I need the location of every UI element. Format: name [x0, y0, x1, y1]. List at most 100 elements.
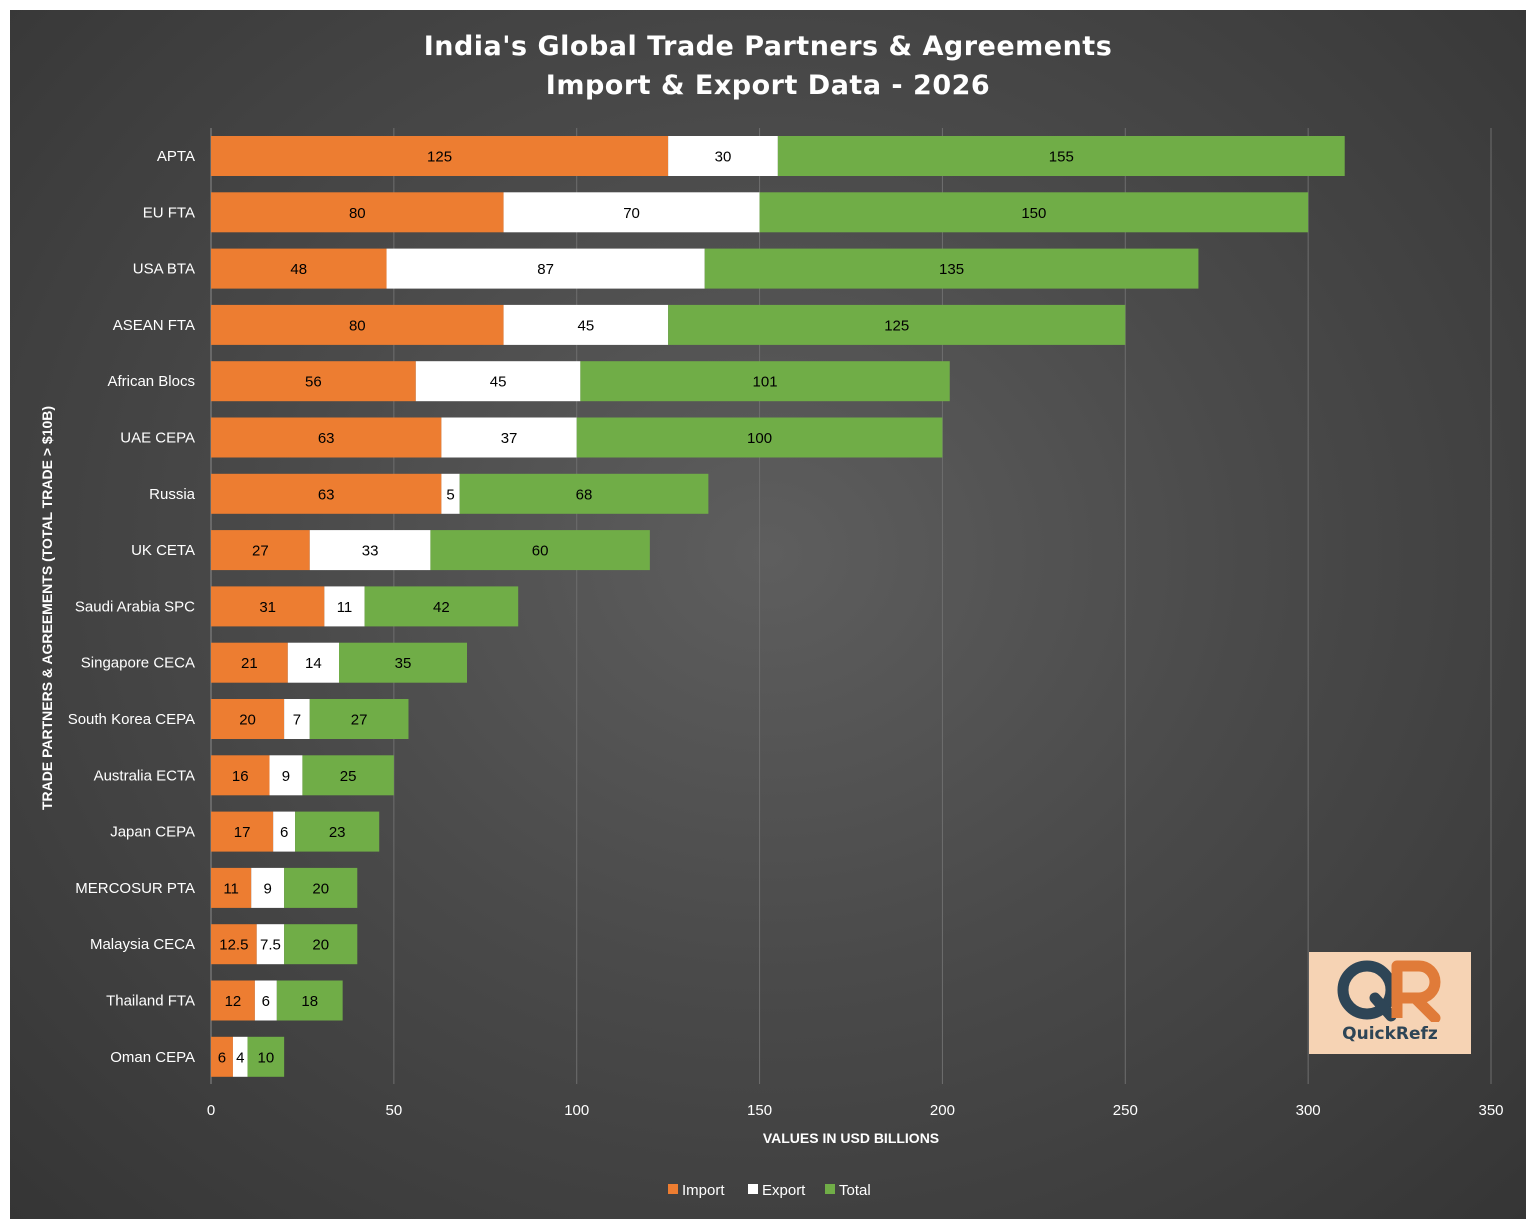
data-label-export: 9 [282, 768, 290, 785]
data-label-export: 37 [501, 430, 518, 447]
data-label-total: 100 [747, 430, 772, 447]
x-axis-title: VALUES IN USD BILLIONS [763, 1130, 939, 1146]
bar-total [302, 755, 394, 796]
data-label-total: 150 [1021, 205, 1046, 222]
category-label: UAE CEPA [120, 430, 195, 447]
x-tick-label: 50 [386, 1102, 403, 1119]
x-tick-label: 150 [747, 1102, 772, 1119]
category-labels: APTA EU FTA USA BTA ASEAN FTA African Blocs U… [68, 148, 196, 1066]
data-label-import: 11 [223, 880, 239, 897]
bar-import [211, 417, 442, 458]
x-tick-label: 250 [1113, 1102, 1138, 1119]
data-label-import: 21 [241, 655, 258, 672]
data-label-import: 125 [427, 149, 452, 166]
category-label: APTA [157, 148, 195, 165]
bar-export [386, 248, 705, 289]
legend-swatch-total [825, 1184, 835, 1194]
bar-import [211, 811, 274, 852]
data-label-total: 20 [312, 880, 329, 897]
bar-import [211, 586, 325, 627]
legend-label-export: Export [762, 1182, 806, 1199]
category-label: Oman CEPA [110, 1049, 195, 1066]
data-label-import: 31 [259, 599, 276, 616]
data-label-total: 135 [939, 261, 964, 278]
data-label-total: 101 [753, 374, 778, 391]
data-label-export: 11 [337, 599, 353, 616]
category-label: Australia ECTA [94, 767, 195, 784]
data-label-export: 6 [280, 824, 288, 841]
data-label-export: 30 [715, 149, 732, 166]
category-label: ASEAN FTA [113, 317, 195, 334]
bar-import [211, 192, 504, 233]
bar-import [211, 530, 310, 571]
bar-total [580, 361, 950, 402]
data-label-import: 12 [225, 993, 242, 1010]
bar-total [295, 811, 380, 852]
data-label-import: 80 [349, 205, 366, 222]
bar-export [284, 699, 310, 739]
bar-total [759, 192, 1309, 233]
x-tick-label: 0 [207, 1102, 215, 1119]
bar-export [254, 980, 277, 1021]
category-label: Malaysia CECA [90, 936, 195, 953]
data-label-import: 56 [305, 374, 322, 391]
bar-total [459, 473, 709, 514]
bar-total [364, 586, 519, 627]
category-label: African Blocs [107, 373, 195, 390]
chart-title-line-1: India's Global Trade Partners & Agreemen… [424, 31, 1113, 62]
bar-import [211, 642, 288, 683]
legend-swatch-import [668, 1184, 678, 1194]
bar-export [269, 755, 303, 796]
data-label-export: 33 [362, 543, 379, 560]
bar-total [284, 867, 358, 908]
data-label-total: 68 [576, 486, 593, 503]
bar-import [211, 473, 442, 514]
bar-total [247, 1036, 285, 1077]
data-label-total: 20 [312, 937, 329, 954]
bar-export [441, 473, 460, 514]
bar-import [211, 699, 285, 739]
bar-export [415, 361, 581, 402]
bar-total [430, 530, 650, 571]
quickrefz-qr-logo-icon [1337, 960, 1441, 1022]
data-label-export: 7.5 [260, 937, 281, 954]
x-tick-label: 100 [564, 1102, 589, 1119]
x-tick-labels: 0 50 100 150 200 250 300 350 [207, 1102, 1504, 1119]
data-label-import: 6 [218, 1049, 226, 1066]
category-label: Russia [149, 486, 196, 503]
x-tick-label: 200 [930, 1102, 955, 1119]
bar-export [324, 586, 365, 627]
data-label-import: 27 [252, 543, 269, 560]
data-label-total: 125 [884, 317, 909, 334]
data-label-total: 18 [301, 993, 318, 1010]
category-label: MERCOSUR PTA [75, 880, 195, 897]
bar-import [211, 924, 257, 965]
legend-swatch-export [748, 1184, 758, 1194]
bar-export [273, 811, 296, 852]
bar-total [284, 924, 358, 965]
data-label-total: 10 [258, 1049, 275, 1066]
y-axis-title: TRADE PARTNERS & AGREEMENTS (TOTAL TRADE… [39, 406, 55, 810]
bar-import [211, 755, 270, 796]
data-label-export: 70 [623, 205, 640, 222]
category-label: UK CETA [131, 542, 195, 559]
bar-total [777, 136, 1345, 176]
data-label-export: 7 [293, 712, 301, 729]
bar-total [704, 248, 1199, 289]
data-label-export: 5 [446, 486, 454, 503]
chart-title-line-2: Import & Export Data - 2026 [546, 70, 990, 101]
bar-import [211, 980, 255, 1021]
bar-export [232, 1036, 248, 1077]
legend-label-import: Import [682, 1182, 725, 1199]
bar-export [256, 924, 285, 965]
category-label: Singapore CECA [81, 655, 195, 672]
quickrefz-logo: QuickRefz [1309, 952, 1471, 1054]
bar-import [211, 248, 387, 289]
data-label-export: 45 [578, 317, 595, 334]
data-label-export: 9 [264, 880, 272, 897]
data-label-import: 63 [318, 430, 335, 447]
data-label-import: 63 [318, 486, 335, 503]
legend-label-total: Total [839, 1182, 871, 1199]
